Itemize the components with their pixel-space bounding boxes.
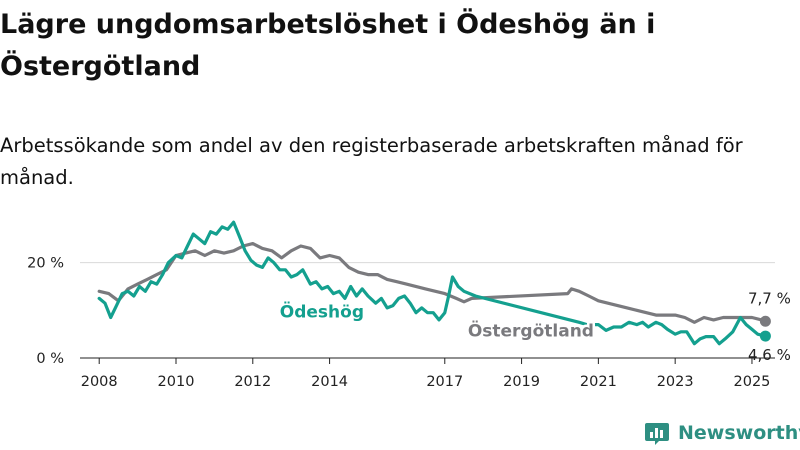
- y-tick-label: 20 %: [27, 256, 64, 272]
- brand-name: Newsworthy: [678, 422, 800, 444]
- end-value-label: 7,7 %: [748, 289, 791, 307]
- series-label-1: Ödeshög: [280, 300, 364, 322]
- chart-title: Lägre ungdomsarbetslöshet i Ödeshög än i…: [0, 9, 656, 82]
- end-value-label: 4,6 %: [748, 346, 791, 364]
- y-tick-label: 0 %: [36, 351, 64, 367]
- series-label-0: Östergötland: [468, 320, 594, 342]
- x-axis-ticks: 2008 2010 2012 2014 2017 2019 2021 2023 2025: [81, 358, 771, 390]
- x-tick-label: 2019: [503, 374, 540, 390]
- series-lines: [97, 220, 771, 346]
- x-tick-label: 2010: [158, 374, 195, 390]
- x-tick-label: 2008: [81, 374, 118, 390]
- x-tick-label: 2017: [426, 374, 463, 390]
- chart-subtitle: Arbetssökande som andel av den registerb…: [0, 134, 743, 189]
- series-line-1: [97, 220, 767, 346]
- x-tick-label: 2023: [657, 374, 694, 390]
- series-labels: Östergötland Ödeshög 7,7 % 4,6 %: [277, 289, 791, 364]
- series-end-dot-0: [759, 315, 771, 327]
- newsworthy-brand: Newsworthy: [644, 418, 800, 448]
- x-tick-label: 2025: [734, 374, 771, 390]
- x-tick-label: 2012: [234, 374, 271, 390]
- y-axis-ticks: 0 % 20 %: [27, 256, 64, 367]
- x-tick-label: 2014: [311, 374, 348, 390]
- gridlines: [80, 262, 775, 359]
- x-tick-label: 2021: [580, 374, 617, 390]
- series-line-0: [97, 242, 767, 324]
- series-end-dot-1: [759, 330, 771, 342]
- newsworthy-bar-chart-icon: [645, 423, 669, 445]
